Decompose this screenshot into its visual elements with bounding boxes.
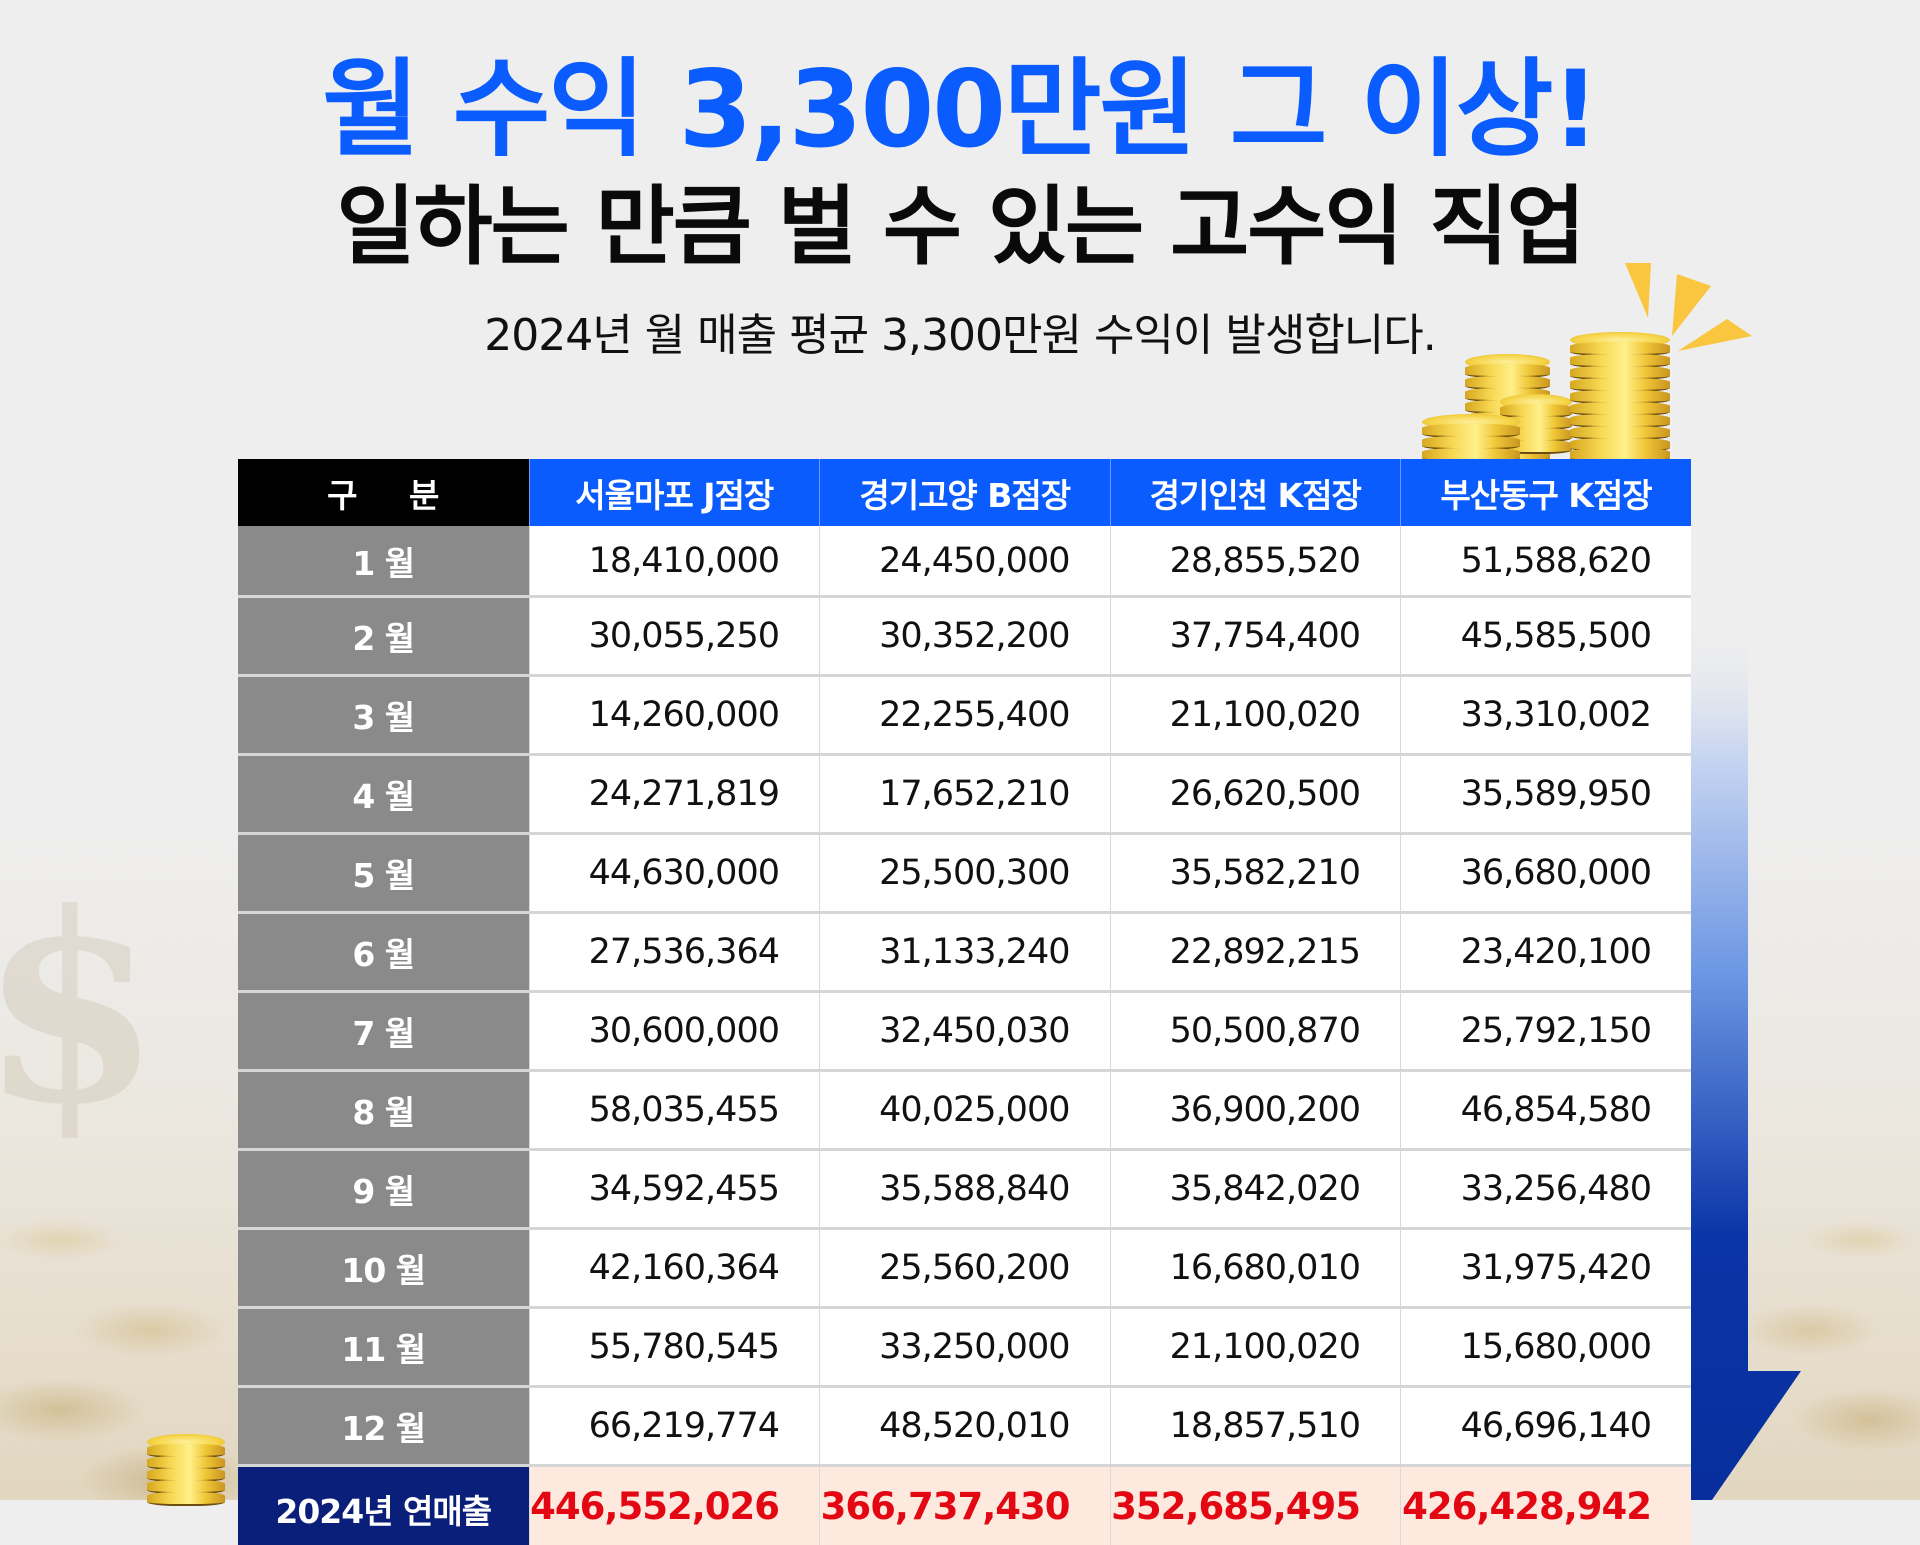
month-label: 11 월: [238, 1308, 529, 1387]
sales-cell: 55,780,545: [529, 1308, 820, 1387]
sales-cell: 36,900,200: [1110, 1071, 1401, 1150]
sales-cell: 16,680,010: [1110, 1229, 1401, 1308]
coin-stack-icon: [1570, 338, 1670, 460]
sales-cell: 46,696,140: [1401, 1387, 1692, 1466]
sales-cell: 21,100,020: [1110, 676, 1401, 755]
sales-cell: 33,256,480: [1401, 1150, 1692, 1229]
sales-cell: 33,250,000: [820, 1308, 1111, 1387]
table-row: 12 월 66,219,774 48,520,010 18,857,510 46…: [238, 1387, 1691, 1466]
sales-cell: 44,630,000: [529, 834, 820, 913]
table-row: 9 월 34,592,455 35,588,840 35,842,020 33,…: [238, 1150, 1691, 1229]
sales-cell: 46,854,580: [1401, 1071, 1692, 1150]
column-header-category: 구 분: [238, 459, 529, 526]
sales-cell: 34,592,455: [529, 1150, 820, 1229]
table-row: 3 월 14,260,000 22,255,400 21,100,020 33,…: [238, 676, 1691, 755]
coin-stack-icon: [147, 1440, 225, 1500]
sales-cell: 33,310,002: [1401, 676, 1692, 755]
dollar-sign-icon: $: [0, 880, 150, 1140]
table-row: 2 월 30,055,250 30,352,200 37,754,400 45,…: [238, 597, 1691, 676]
headline-title: 월 수익 3,300만원 그 이상!: [0, 52, 1920, 169]
sales-cell: 35,842,020: [1110, 1150, 1401, 1229]
column-header-store: 경기인천 K점장: [1110, 459, 1401, 526]
sales-cell: 23,420,100: [1401, 913, 1692, 992]
sales-cell: 24,450,000: [820, 526, 1111, 597]
month-label: 4 월: [238, 755, 529, 834]
column-header-store: 서울마포 J점장: [529, 459, 820, 526]
headline-subtitle: 일하는 만큼 벌 수 있는 고수익 직업: [0, 180, 1920, 275]
month-label: 6 월: [238, 913, 529, 992]
sales-cell: 22,892,215: [1110, 913, 1401, 992]
sales-cell: 28,855,520: [1110, 526, 1401, 597]
sales-cell: 50,500,870: [1110, 992, 1401, 1071]
month-label: 2 월: [238, 597, 529, 676]
column-header-store: 경기고양 B점장: [820, 459, 1111, 526]
sales-cell: 30,055,250: [529, 597, 820, 676]
sales-cell: 66,219,774: [529, 1387, 820, 1466]
month-label: 9 월: [238, 1150, 529, 1229]
sales-cell: 36,680,000: [1401, 834, 1692, 913]
sales-cell: 31,975,420: [1401, 1229, 1692, 1308]
sales-cell: 14,260,000: [529, 676, 820, 755]
sales-cell: 30,600,000: [529, 992, 820, 1071]
table-row: 5 월 44,630,000 25,500,300 35,582,210 36,…: [238, 834, 1691, 913]
sales-cell: 40,025,000: [820, 1071, 1111, 1150]
table-header-row: 구 분 서울마포 J점장 경기고양 B점장 경기인천 K점장 부산동구 K점장: [238, 459, 1691, 526]
sales-cell: 35,582,210: [1110, 834, 1401, 913]
table-row: 7 월 30,600,000 32,450,030 50,500,870 25,…: [238, 992, 1691, 1071]
sales-cell: 22,255,400: [820, 676, 1111, 755]
month-label: 7 월: [238, 992, 529, 1071]
sales-cell: 21,100,020: [1110, 1308, 1401, 1387]
sales-cell: 17,652,210: [820, 755, 1111, 834]
sales-cell: 32,450,030: [820, 992, 1111, 1071]
sales-cell: 18,410,000: [529, 526, 820, 597]
month-label: 12 월: [238, 1387, 529, 1466]
total-label: 2024년 연매출: [238, 1466, 529, 1545]
column-header-store: 부산동구 K점장: [1401, 459, 1692, 526]
sales-cell: 25,792,150: [1401, 992, 1692, 1071]
table-row: 10 월 42,160,364 25,560,200 16,680,010 31…: [238, 1229, 1691, 1308]
sales-cell: 35,588,840: [820, 1150, 1111, 1229]
sales-cell: 42,160,364: [529, 1229, 820, 1308]
sales-cell: 25,500,300: [820, 834, 1111, 913]
sales-cell: 51,588,620: [1401, 526, 1692, 597]
total-cell: 352,685,495: [1110, 1466, 1401, 1545]
month-label: 1 월: [238, 526, 529, 597]
sales-cell: 31,133,240: [820, 913, 1111, 992]
table-row: 11 월 55,780,545 33,250,000 21,100,020 15…: [238, 1308, 1691, 1387]
total-cell: 446,552,026: [529, 1466, 820, 1545]
sales-cell: 26,620,500: [1110, 755, 1401, 834]
sales-cell: 25,560,200: [820, 1229, 1111, 1308]
month-label: 3 월: [238, 676, 529, 755]
sales-cell: 45,585,500: [1401, 597, 1692, 676]
sales-cell: 24,271,819: [529, 755, 820, 834]
sales-cell: 58,035,455: [529, 1071, 820, 1150]
table-row: 4 월 24,271,819 17,652,210 26,620,500 35,…: [238, 755, 1691, 834]
down-arrow-ribbon: [1691, 620, 1801, 1500]
month-label: 10 월: [238, 1229, 529, 1308]
sales-cell: 35,589,950: [1401, 755, 1692, 834]
coin-stack-icon: [1422, 420, 1520, 460]
sales-cell: 30,352,200: [820, 597, 1111, 676]
sales-cell: 27,536,364: [529, 913, 820, 992]
sales-cell: 15,680,000: [1401, 1308, 1692, 1387]
table-total-row: 2024년 연매출 446,552,026 366,737,430 352,68…: [238, 1466, 1691, 1545]
sales-cell: 48,520,010: [820, 1387, 1111, 1466]
table-row: 8 월 58,035,455 40,025,000 36,900,200 46,…: [238, 1071, 1691, 1150]
total-cell: 426,428,942: [1401, 1466, 1692, 1545]
month-label: 5 월: [238, 834, 529, 913]
sales-cell: 18,857,510: [1110, 1387, 1401, 1466]
sales-cell: 37,754,400: [1110, 597, 1401, 676]
month-label: 8 월: [238, 1071, 529, 1150]
table-row: 6 월 27,536,364 31,133,240 22,892,215 23,…: [238, 913, 1691, 992]
sales-table: 구 분 서울마포 J점장 경기고양 B점장 경기인천 K점장 부산동구 K점장 …: [238, 459, 1691, 1545]
table-row: 1 월 18,410,000 24,450,000 28,855,520 51,…: [238, 526, 1691, 597]
total-cell: 366,737,430: [820, 1466, 1111, 1545]
